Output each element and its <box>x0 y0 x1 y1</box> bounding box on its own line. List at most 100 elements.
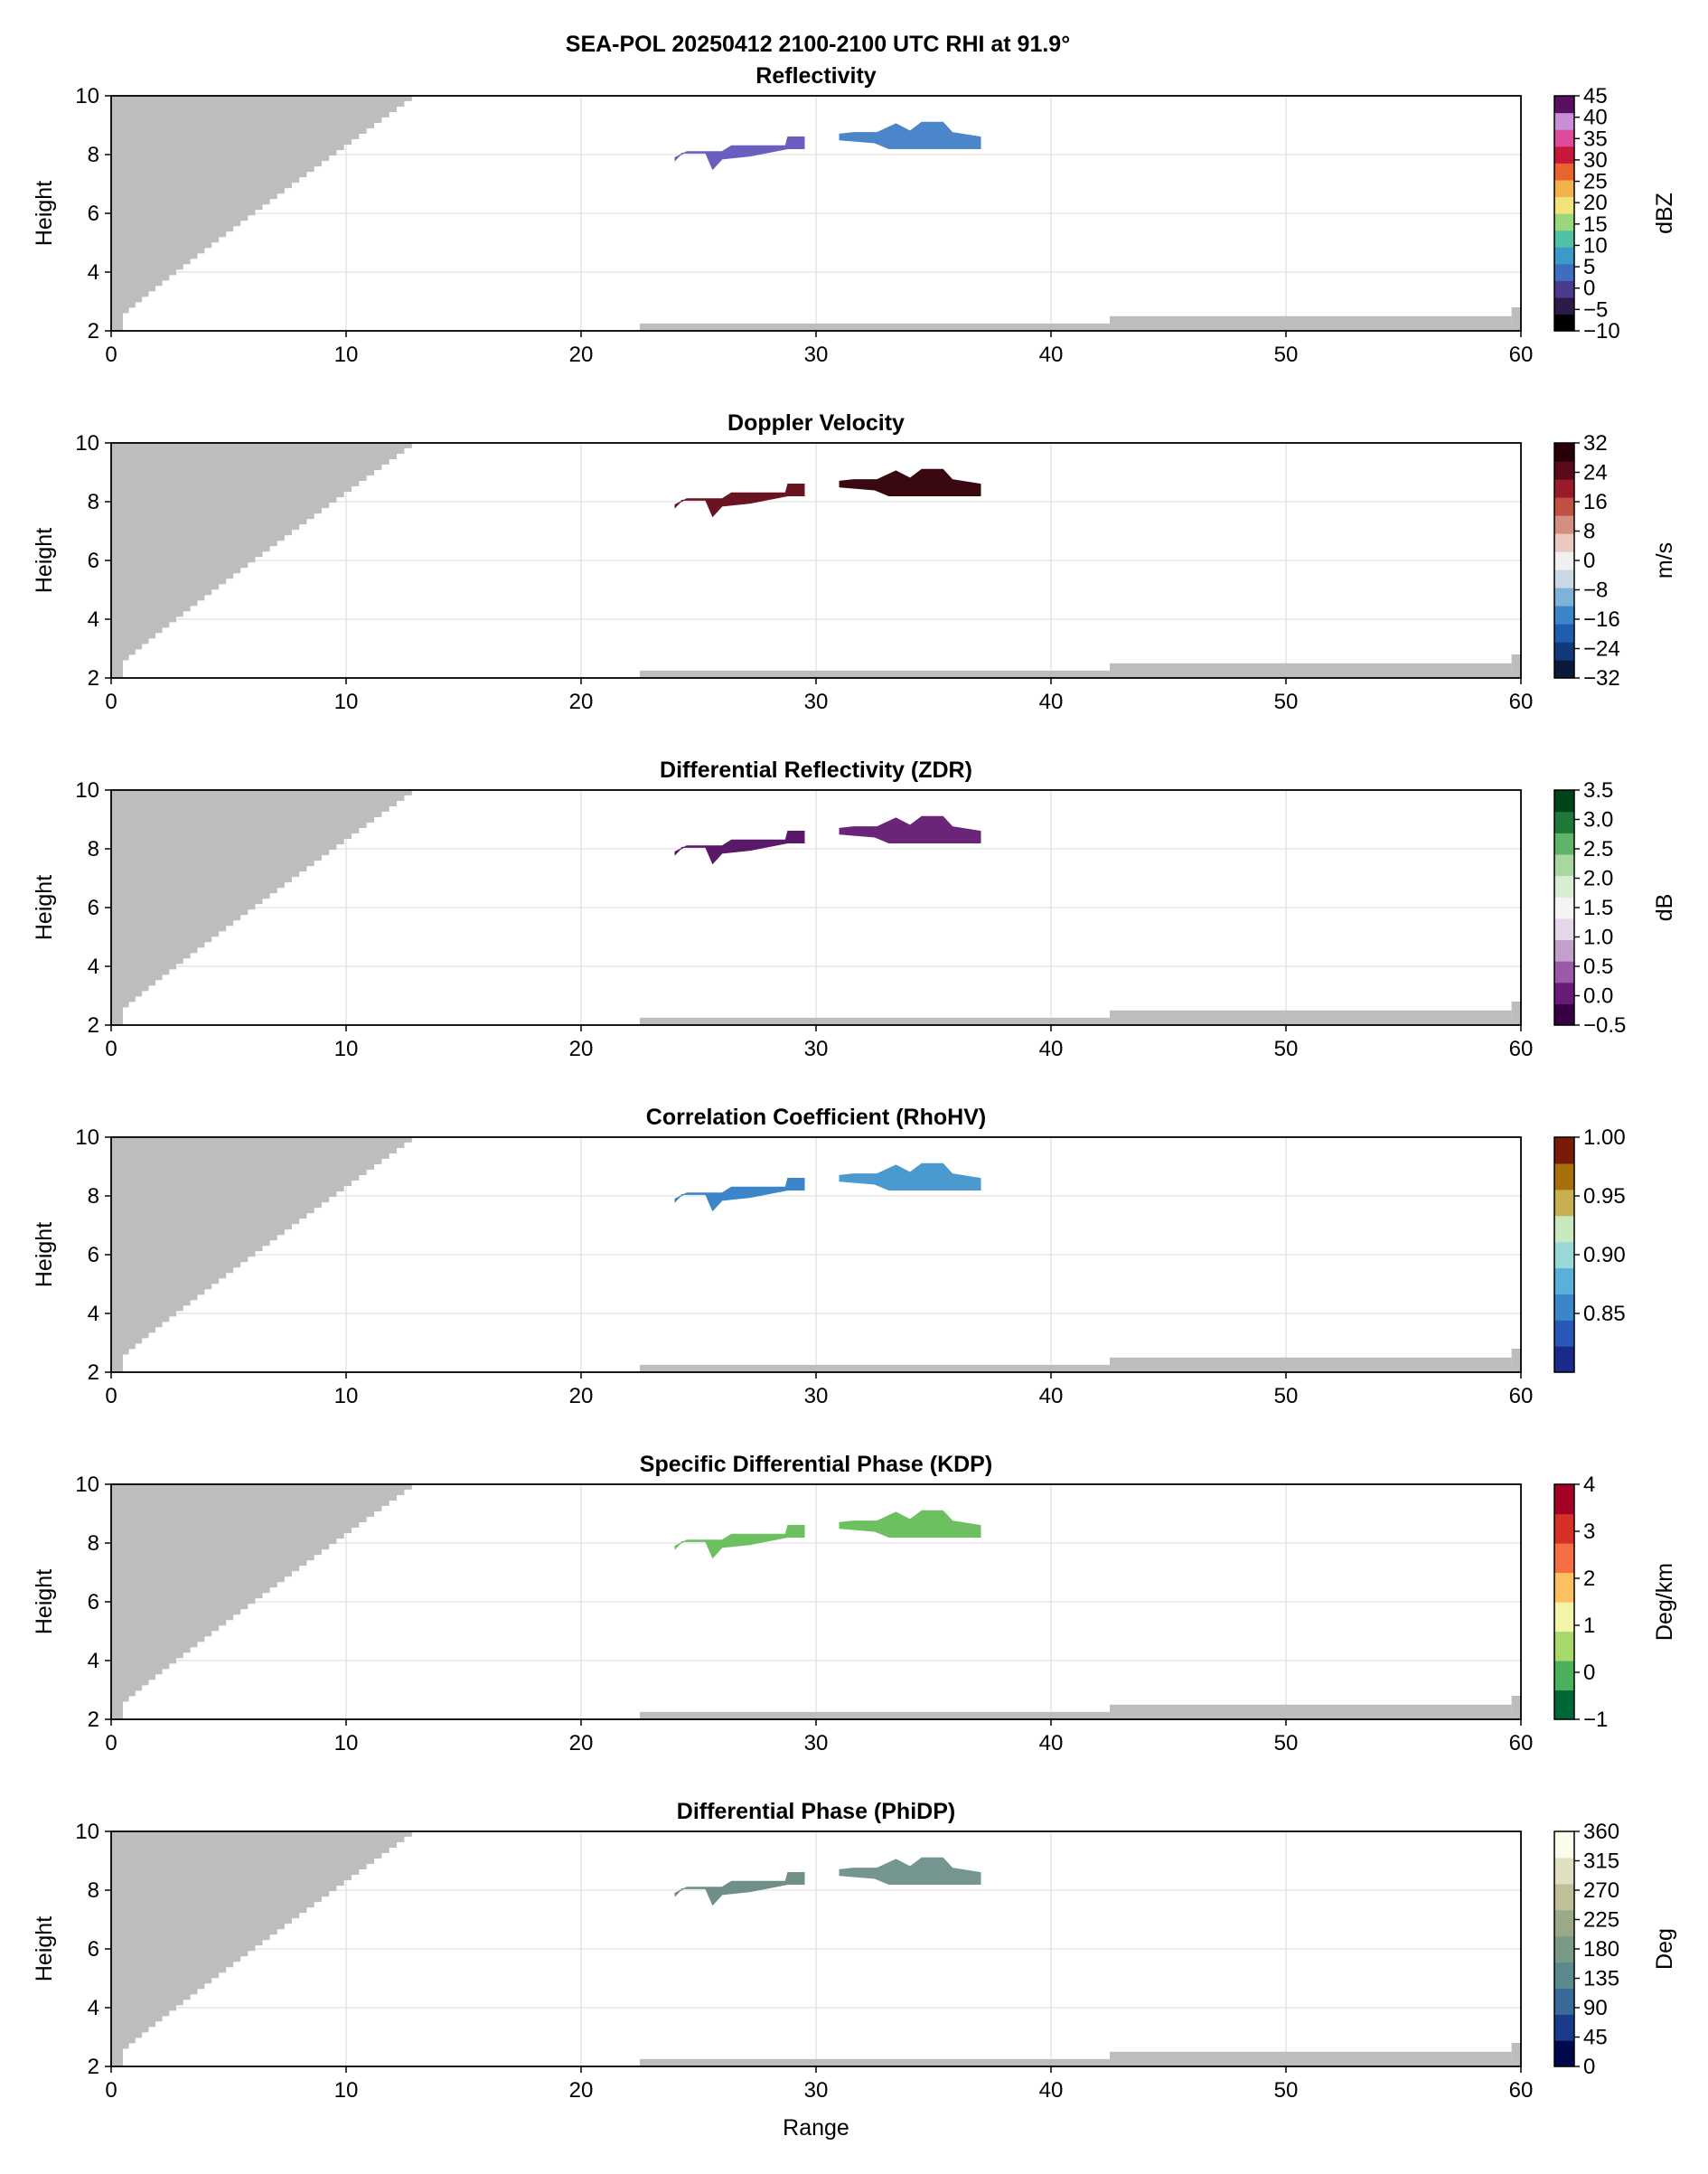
colorbar-segment <box>1554 533 1574 552</box>
colorbar-segment <box>1554 1689 1574 1720</box>
echo-1 <box>674 484 805 518</box>
ground-clutter <box>640 323 1110 331</box>
x-tick-label: 0 <box>105 343 117 367</box>
colorbar-tick-label: 315 <box>1583 1849 1619 1874</box>
y-tick-label: 4 <box>88 1302 99 1326</box>
y-tick-label: 2 <box>88 1708 99 1732</box>
y-tick-label: 8 <box>88 1878 99 1903</box>
colorbar-tick-label: 3 <box>1583 1520 1595 1544</box>
colorbar-segment <box>1554 660 1574 679</box>
colorbar-segment <box>1554 1831 1574 1859</box>
colorbar-tick-label: 5 <box>1583 255 1595 279</box>
colorbar-segment <box>1554 1631 1574 1661</box>
x-tick-label: 30 <box>804 690 829 714</box>
echo-2 <box>839 1857 981 1885</box>
colorbar-segment <box>1554 1484 1574 1515</box>
colorbar-segment <box>1554 461 1574 480</box>
colorbar-tick-label: −16 <box>1583 607 1620 632</box>
colorbar-tick-label: 45 <box>1583 2026 1608 2050</box>
y-tick-label: 10 <box>75 778 99 803</box>
colorbar-segment <box>1554 588 1574 607</box>
colorbar-label: m/s <box>1652 542 1677 579</box>
colorbar-segment <box>1554 96 1574 114</box>
colorbar-segment <box>1554 624 1574 643</box>
ground-clutter <box>1511 654 1521 678</box>
colorbar-tick-label: 0.85 <box>1583 1302 1626 1326</box>
colorbar-tick-label: 45 <box>1583 84 1608 108</box>
colorbar-tick-label: 1.5 <box>1583 896 1613 920</box>
colorbar-tick-label: 225 <box>1583 1908 1619 1933</box>
ground-clutter <box>1511 1696 1521 1719</box>
y-tick-label: 10 <box>75 1820 99 1844</box>
colorbar-segment <box>1554 1857 1574 1885</box>
blocked-region <box>111 1484 412 1708</box>
y-tick-label: 10 <box>75 1125 99 1150</box>
colorbar-segment <box>1554 1294 1574 1321</box>
colorbar-tick-label: 40 <box>1583 106 1608 130</box>
colorbar-tick-label: 0 <box>1583 2055 1595 2079</box>
colorbar-segment <box>1554 247 1574 265</box>
panel-4: Correlation Coefficient (RhoHV)0 10 20 30 40… <box>32 1105 1626 1408</box>
colorbar-segment <box>1554 314 1574 332</box>
y-tick-label: 6 <box>88 1590 99 1614</box>
colorbar-tick-label: 3.5 <box>1583 778 1613 803</box>
x-tick-label: 40 <box>1039 1037 1064 1061</box>
colorbar-segment <box>1554 1988 1574 2015</box>
colorbar-segment <box>1554 569 1574 588</box>
ground-clutter <box>640 2058 1110 2066</box>
y-tick-label: 6 <box>88 202 99 226</box>
y-axis-label: Height <box>32 1916 57 1981</box>
colorbar-segment <box>1554 1572 1574 1603</box>
colorbar-tick-label: −5 <box>1583 297 1608 322</box>
colorbar-tick-label: 0 <box>1583 1661 1595 1685</box>
ground-clutter <box>640 1711 1110 1719</box>
ground-clutter <box>1110 1704 1512 1719</box>
blocked-region <box>111 790 123 1025</box>
colorbar-segment <box>1554 1189 1574 1217</box>
colorbar-segment <box>1554 918 1574 941</box>
colorbar-segment <box>1554 146 1574 164</box>
echo-1 <box>674 1525 805 1559</box>
x-tick-label: 60 <box>1509 690 1534 714</box>
x-tick-label: 30 <box>804 343 829 367</box>
blocked-region <box>111 96 123 331</box>
x-tick-label: 60 <box>1509 2078 1534 2103</box>
colorbar-label: Deg/km <box>1652 1563 1677 1641</box>
blocked-region <box>111 1831 412 2055</box>
colorbar-tick-label: 32 <box>1583 431 1608 456</box>
colorbar-segment <box>1554 875 1574 898</box>
colorbar-tick-label: 1 <box>1583 1614 1595 1638</box>
y-tick-label: 10 <box>75 431 99 456</box>
y-axis-label: Height <box>32 1222 57 1287</box>
colorbar-tick-label: 1.0 <box>1583 926 1613 950</box>
echo-2 <box>839 121 981 149</box>
colorbar-segment <box>1554 1346 1574 1373</box>
colorbar-tick-label: 0.95 <box>1583 1184 1626 1209</box>
panel-title: Reflectivity <box>755 63 876 89</box>
x-tick-label: 0 <box>105 1731 117 1755</box>
panel-title: Differential Reflectivity (ZDR) <box>660 758 972 783</box>
x-tick-label: 40 <box>1039 343 1064 367</box>
echo-1 <box>674 1178 805 1212</box>
colorbar-tick-label: 24 <box>1583 461 1608 485</box>
colorbar-tick-label: −0.5 <box>1583 1013 1626 1038</box>
colorbar-segment <box>1554 1003 1574 1026</box>
x-tick-label: 20 <box>569 2078 594 2103</box>
ground-clutter <box>640 1364 1110 1372</box>
colorbar-tick-label: 35 <box>1583 127 1608 151</box>
colorbar-segment <box>1554 479 1574 498</box>
x-tick-label: 30 <box>804 1384 829 1408</box>
x-tick-label: 60 <box>1509 1384 1534 1408</box>
colorbar: −1 0 1 2 3 4 Deg/km <box>1553 1473 1677 1732</box>
blocked-region <box>111 443 412 666</box>
colorbar-tick-label: 2.0 <box>1583 867 1613 891</box>
colorbar-tick-label: −32 <box>1583 666 1620 691</box>
x-tick-label: 10 <box>334 343 359 367</box>
colorbar-tick-label: 0 <box>1583 277 1595 301</box>
echo-1 <box>674 831 805 865</box>
x-tick-label: 40 <box>1039 1731 1064 1755</box>
colorbar-segment <box>1554 263 1574 281</box>
blocked-region <box>111 1137 123 1372</box>
colorbar-segment <box>1554 853 1574 877</box>
